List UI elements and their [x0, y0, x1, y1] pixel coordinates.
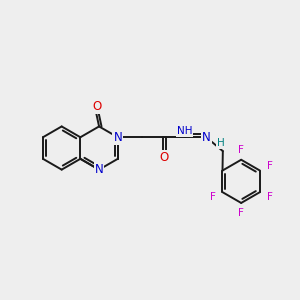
Text: N: N: [202, 131, 211, 144]
Text: O: O: [160, 152, 169, 164]
Text: F: F: [238, 208, 244, 218]
Text: O: O: [92, 100, 102, 113]
Text: H: H: [217, 138, 225, 148]
Text: F: F: [238, 145, 244, 155]
Text: F: F: [267, 192, 273, 202]
Text: N: N: [95, 163, 103, 176]
Text: N: N: [113, 131, 122, 144]
Text: NH: NH: [177, 126, 193, 136]
Text: F: F: [210, 192, 216, 202]
Text: F: F: [267, 160, 273, 171]
